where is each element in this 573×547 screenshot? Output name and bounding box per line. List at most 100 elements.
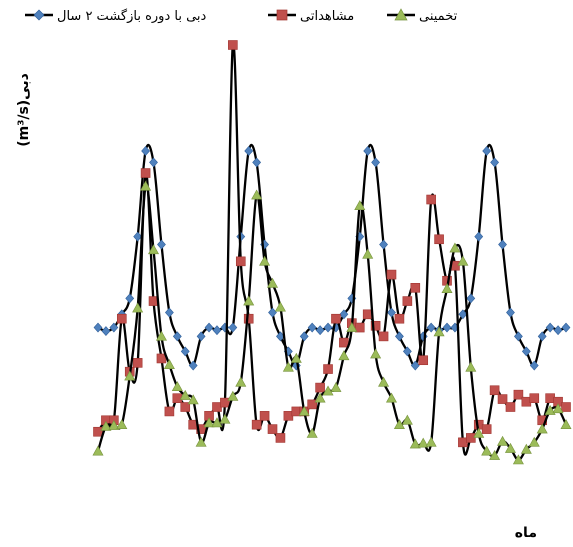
data-point-observed xyxy=(410,283,421,293)
data-point-return-period xyxy=(172,331,182,342)
x-axis-label: ماه xyxy=(515,525,537,541)
data-point-return-period xyxy=(474,231,484,242)
data-point-estimated xyxy=(520,443,532,454)
data-point-observed xyxy=(116,313,127,324)
data-point-observed xyxy=(481,424,492,434)
data-point-estimated xyxy=(504,442,516,453)
data-point-observed xyxy=(497,394,508,404)
series-line-return-period xyxy=(97,143,567,367)
data-point-observed xyxy=(426,194,436,205)
data-point-estimated xyxy=(203,417,215,428)
data-point-return-period xyxy=(212,325,222,336)
data-point-return-period xyxy=(379,239,388,250)
data-point-observed xyxy=(172,393,183,403)
data-point-estimated xyxy=(528,436,540,447)
data-point-estimated xyxy=(132,302,144,313)
data-point-return-period xyxy=(521,346,531,357)
data-point-return-period xyxy=(133,231,143,242)
data-point-estimated xyxy=(417,437,429,448)
data-point-return-period xyxy=(157,239,166,250)
data-point-estimated xyxy=(330,381,342,392)
data-point-return-period xyxy=(387,307,396,318)
data-point-return-period xyxy=(299,331,309,342)
data-point-observed xyxy=(164,406,175,417)
data-point-estimated xyxy=(195,436,207,447)
legend-marker-observed xyxy=(276,9,288,21)
legend-label-observed: مشاهداتی xyxy=(300,9,354,24)
data-point-observed xyxy=(418,355,429,366)
data-point-return-period xyxy=(514,331,523,342)
data-point-estimated xyxy=(211,417,223,428)
data-point-estimated xyxy=(465,361,477,372)
data-point-estimated xyxy=(552,403,564,414)
data-point-return-period xyxy=(93,322,103,333)
data-point-return-period xyxy=(363,146,373,156)
data-point-return-period xyxy=(339,309,349,320)
data-point-observed xyxy=(259,411,270,421)
data-point-estimated xyxy=(298,405,310,416)
data-point-return-period xyxy=(125,293,135,304)
data-point-observed xyxy=(235,256,246,267)
data-point-observed xyxy=(339,337,349,348)
data-point-observed xyxy=(93,426,103,437)
data-point-estimated xyxy=(560,419,572,429)
data-point-estimated xyxy=(116,419,128,429)
data-point-estimated xyxy=(385,392,398,403)
legend-marker-return-period xyxy=(33,9,45,21)
data-point-estimated xyxy=(155,330,167,341)
data-point-observed xyxy=(180,402,191,412)
data-point-return-period xyxy=(561,322,571,333)
data-point-observed xyxy=(243,313,254,324)
data-point-estimated xyxy=(338,350,350,361)
data-point-estimated xyxy=(306,427,318,438)
data-point-observed xyxy=(220,397,230,408)
data-point-observed xyxy=(354,322,365,333)
data-point-return-period xyxy=(228,322,238,333)
data-point-estimated xyxy=(171,381,183,392)
data-point-return-period xyxy=(141,146,150,156)
data-point-estimated xyxy=(274,301,286,312)
data-point-estimated xyxy=(163,359,175,369)
data-point-return-period xyxy=(109,322,119,333)
data-point-estimated xyxy=(497,435,509,446)
data-point-estimated xyxy=(282,361,294,372)
data-point-return-period xyxy=(180,346,190,357)
data-point-estimated xyxy=(425,436,437,447)
data-point-observed xyxy=(489,385,500,396)
data-point-return-period xyxy=(506,307,515,318)
data-point-estimated xyxy=(362,248,374,259)
data-point-return-period xyxy=(410,360,420,371)
data-point-estimated xyxy=(536,423,548,434)
data-point-estimated xyxy=(187,394,199,405)
data-point-estimated xyxy=(219,413,231,424)
data-point-estimated xyxy=(544,404,556,415)
data-point-observed xyxy=(267,424,278,434)
data-point-estimated xyxy=(393,419,405,429)
data-point-return-period xyxy=(149,157,158,168)
data-point-estimated xyxy=(512,454,524,465)
data-point-estimated xyxy=(266,277,279,288)
data-point-return-period xyxy=(529,360,539,371)
data-point-observed xyxy=(529,393,540,403)
data-point-return-period xyxy=(458,309,468,320)
data-point-return-period xyxy=(315,325,325,336)
data-point-observed xyxy=(513,389,524,400)
data-point-return-period xyxy=(323,322,333,333)
data-point-return-period xyxy=(188,360,198,371)
data-point-estimated xyxy=(179,389,191,400)
data-point-estimated xyxy=(322,385,334,396)
chart-legend: دبی با دوره بازگشت ۲ سال مشاهداتی تخمینی xyxy=(25,8,458,24)
data-point-observed xyxy=(505,402,516,412)
data-point-return-period xyxy=(371,157,381,168)
data-point-return-period xyxy=(402,346,412,357)
data-point-observed xyxy=(561,402,571,412)
legend-label-estimated: تخمینی xyxy=(419,9,458,24)
data-point-return-period xyxy=(164,307,174,318)
data-point-observed xyxy=(331,313,341,324)
data-point-estimated xyxy=(401,414,413,425)
data-point-estimated xyxy=(100,420,112,431)
data-point-return-period xyxy=(426,322,436,333)
data-point-return-period xyxy=(442,322,452,333)
data-point-observed xyxy=(275,433,286,443)
